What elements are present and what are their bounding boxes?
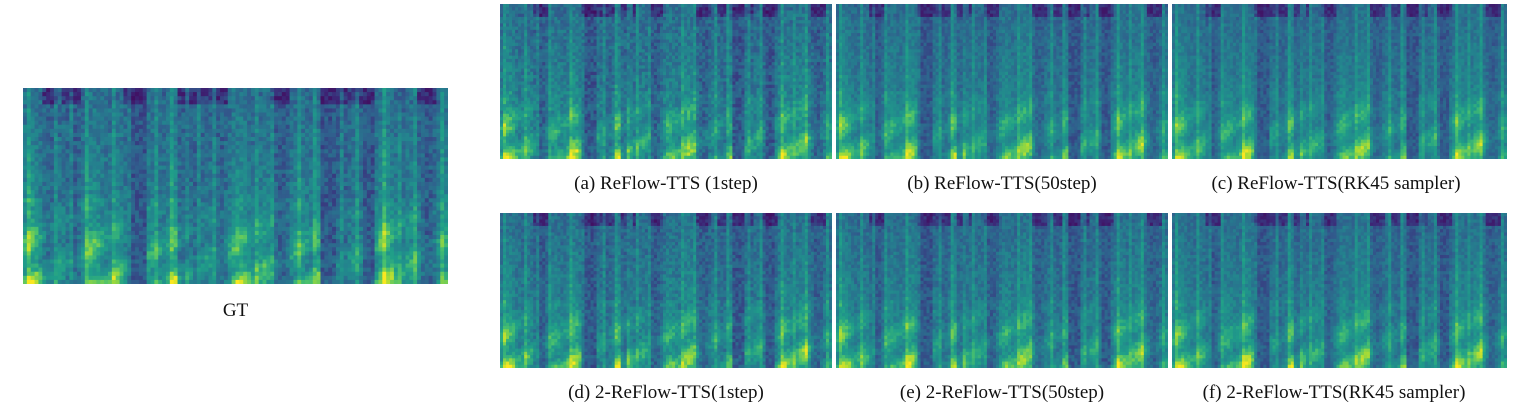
panel-e-caption: (e) 2-ReFlow-TTS(50step) <box>836 382 1168 404</box>
panel-b-caption: (b) ReFlow-TTS(50step) <box>836 173 1168 195</box>
panel-f-spectrogram <box>1172 213 1507 368</box>
gt-spectrogram <box>23 88 448 284</box>
panel-d-caption: (d) 2-ReFlow-TTS(1step) <box>500 382 832 404</box>
panel-c-spectrogram <box>1172 4 1507 159</box>
gt-caption: GT <box>23 300 448 322</box>
panel-a-caption: (a) ReFlow-TTS (1step) <box>500 173 832 195</box>
panel-b-spectrogram <box>836 4 1168 159</box>
panel-f-caption: (f) 2-ReFlow-TTS(RK45 sampler) <box>1146 382 1522 404</box>
panel-d-spectrogram <box>500 213 832 368</box>
panel-c-caption: (c) ReFlow-TTS(RK45 sampler) <box>1150 173 1522 195</box>
panel-a-spectrogram <box>500 4 832 159</box>
panel-e-spectrogram <box>836 213 1168 368</box>
